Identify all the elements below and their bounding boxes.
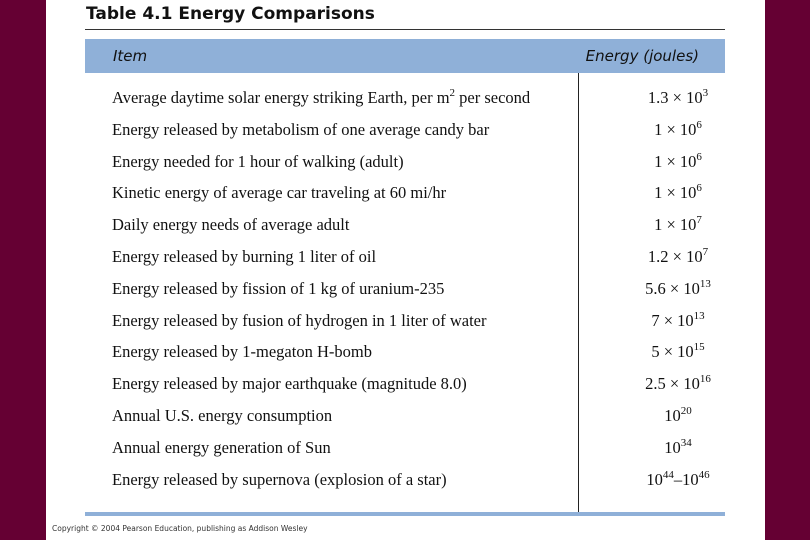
text: Kinetic energy of average car traveling … <box>112 183 447 203</box>
text: Daily energy needs of average adult <box>112 215 350 235</box>
superscript: 16 <box>699 373 711 386</box>
superscript: 44 <box>662 468 674 481</box>
text: 1 × 10 <box>654 183 697 203</box>
energy-cell: 1034 <box>578 436 778 458</box>
text: Energy released by fission of 1 kg of ur… <box>112 278 445 298</box>
item-cell: Kinetic energy of average car traveling … <box>112 183 446 203</box>
item-cell: Annual energy generation of Sun <box>112 438 331 458</box>
table-row: Energy needed for 1 hour of walking (adu… <box>85 148 725 180</box>
energy-cell: 1.2 × 107 <box>578 245 778 267</box>
energy-cell: 1 × 106 <box>578 150 778 172</box>
energy-cell: 1 × 106 <box>578 183 778 203</box>
energy-cell: 5.6 × 1013 <box>578 277 778 299</box>
text: 1.3 × 10 <box>647 88 703 107</box>
column-header: Item <box>113 47 148 65</box>
item-cell: Energy released by major earthquake (mag… <box>112 374 467 394</box>
superscript: 15 <box>693 341 705 354</box>
text: 1 × 10 <box>654 119 697 139</box>
superscript: 46 <box>698 468 710 481</box>
text: 7 × 10 <box>651 310 694 330</box>
superscript: 34 <box>680 436 692 449</box>
energy-cell: 1.3 × 103 <box>578 88 778 108</box>
superscript: 6 <box>696 118 702 131</box>
energy-cell: 7 × 1013 <box>578 309 778 331</box>
text: Energy needed for 1 hour of walking (adu… <box>112 151 404 171</box>
item-cell: Energy released by metabolism of one ave… <box>112 120 489 140</box>
item-cell: Energy released by burning 1 liter of oi… <box>112 247 376 267</box>
table-row: Energy released by 1-megaton H-bomb 5 × 1… <box>85 338 725 370</box>
energy-cell: 1044–1046 <box>578 468 778 490</box>
energy-cell: 1020 <box>578 404 778 426</box>
superscript: 13 <box>693 309 705 322</box>
table-row: Annual energy generation of Sun 1034 <box>85 434 725 466</box>
energy-cell: 2.5 × 1016 <box>578 374 778 394</box>
superscript: 13 <box>699 277 711 290</box>
text: Annual energy generation of Sun <box>112 437 331 457</box>
table-bottom-rule <box>85 512 725 516</box>
text: Energy released by supernova (explosion … <box>112 469 447 489</box>
item-cell: Energy released by fusion of hydrogen in… <box>112 311 487 331</box>
table-row: Energy released by supernova (explosion … <box>85 466 725 498</box>
text: 5 × 10 <box>651 342 694 362</box>
column-header: Energy (joules) <box>585 47 699 65</box>
table-row: Annual U.S. energy consumption 1020 <box>85 402 725 434</box>
text: 1 × 10 <box>654 215 697 235</box>
column-divider <box>578 73 579 514</box>
superscript: 7 <box>696 214 702 227</box>
table-title: Table 4.1 Energy Comparisons <box>86 4 375 24</box>
table-body: Average daytime solar energy striking Ea… <box>85 84 725 497</box>
text: 1.2 × 10 <box>647 246 703 266</box>
table-row: Energy released by major earthquake (mag… <box>85 370 725 402</box>
superscript: 2 <box>449 87 456 99</box>
item-cell: Average daytime solar energy striking Ea… <box>112 88 530 108</box>
text: Energy released by burning 1 liter of oi… <box>112 246 377 266</box>
copyright: Copyright © 2004 Pearson Education, publ… <box>52 524 308 533</box>
table-row: Average daytime solar energy striking Ea… <box>85 84 725 116</box>
page: Table 4.1 Energy Comparisons Item Energy… <box>46 0 765 540</box>
text: Energy released by major earthquake (mag… <box>112 374 467 394</box>
text: 10 <box>664 405 681 425</box>
text: 10 <box>664 437 681 457</box>
item-cell: Energy released by supernova (explosion … <box>112 470 447 490</box>
text: per second <box>455 88 531 107</box>
table-row: Energy released by fusion of hydrogen in… <box>85 307 725 339</box>
table-row: Energy released by burning 1 liter of oi… <box>85 243 725 275</box>
text: Average daytime solar energy striking Ea… <box>112 88 450 107</box>
superscript: 6 <box>696 182 702 195</box>
text: Energy released by fusion of hydrogen in… <box>112 310 487 330</box>
table-row: Energy released by metabolism of one ave… <box>85 116 725 148</box>
text: Energy released by metabolism of one ave… <box>112 119 490 139</box>
text: 10 <box>646 469 663 489</box>
text: Energy released by 1-megaton H-bomb <box>112 342 372 362</box>
superscript: 6 <box>696 150 702 163</box>
item-cell: Energy released by fission of 1 kg of ur… <box>112 279 444 299</box>
title-rule <box>85 29 725 30</box>
text: –10 <box>673 469 699 489</box>
table-row: Energy released by fission of 1 kg of ur… <box>85 275 725 307</box>
superscript: 20 <box>680 404 692 417</box>
table-header: Item Energy (joules) <box>85 39 725 73</box>
text: Annual U.S. energy consumption <box>112 405 333 425</box>
item-cell: Energy needed for 1 hour of walking (adu… <box>112 152 404 172</box>
table-row: Daily energy needs of average adult 1 × 1… <box>85 211 725 243</box>
item-cell: Daily energy needs of average adult <box>112 215 349 235</box>
text: 2.5 × 10 <box>645 374 700 394</box>
energy-cell: 1 × 106 <box>578 118 778 140</box>
energy-cell: 1 × 107 <box>578 215 778 235</box>
text: 1 × 10 <box>654 151 697 171</box>
table-row: Kinetic energy of average car traveling … <box>85 179 725 211</box>
item-cell: Annual U.S. energy consumption <box>112 406 332 426</box>
superscript: 7 <box>702 245 709 258</box>
superscript: 3 <box>702 87 709 99</box>
item-cell: Energy released by 1-megaton H-bomb <box>112 342 372 362</box>
text: 5.6 × 10 <box>645 278 700 298</box>
energy-cell: 5 × 1015 <box>578 342 778 362</box>
